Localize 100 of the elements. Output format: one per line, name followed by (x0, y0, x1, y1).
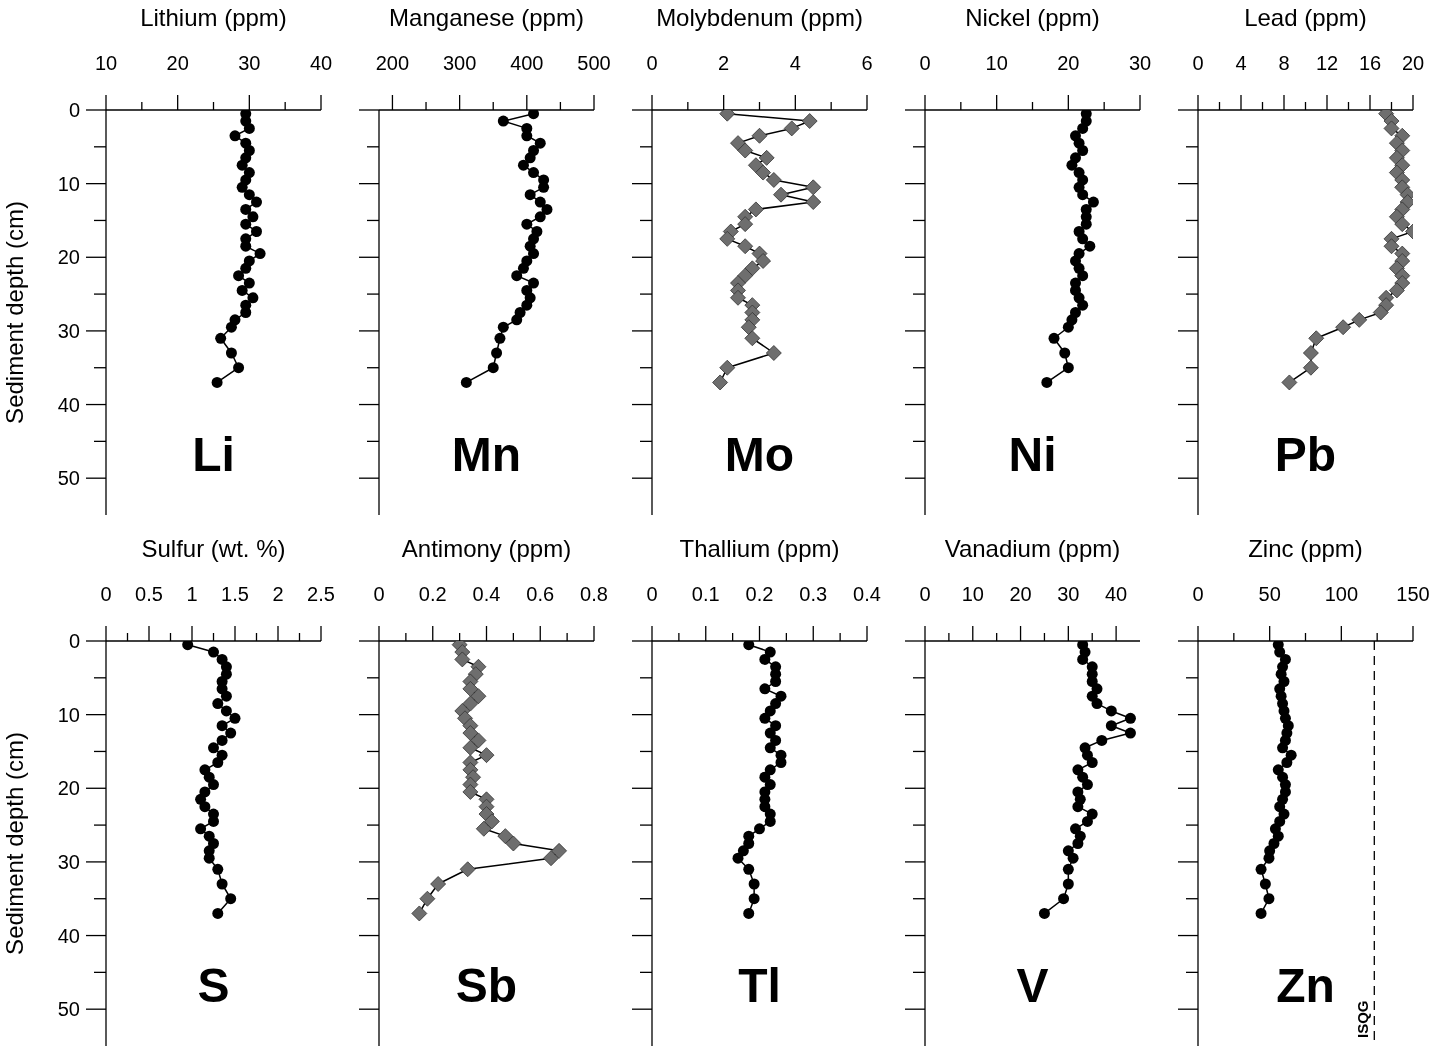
chart-title: Thallium (ppm) (678, 535, 841, 563)
point (212, 698, 224, 710)
y-tick-label: 20 (57, 246, 80, 269)
point (765, 172, 782, 188)
point (1335, 319, 1352, 336)
point (1372, 304, 1389, 321)
point (755, 253, 771, 269)
point (240, 203, 252, 215)
point (743, 863, 755, 875)
x-tick-label: 30 (1128, 52, 1152, 74)
point (528, 167, 540, 179)
x-tick-label: 0.1 (691, 583, 720, 605)
point (1077, 270, 1089, 282)
point (478, 747, 495, 764)
point (737, 216, 754, 233)
point (215, 332, 227, 344)
point (1281, 757, 1293, 768)
point (254, 248, 266, 260)
point (419, 890, 436, 907)
point (460, 376, 472, 388)
point (754, 823, 765, 835)
point (744, 260, 761, 277)
point (225, 321, 237, 333)
y-tick-label: 10 (57, 703, 80, 726)
annotation: Zn (1276, 959, 1335, 1012)
chart-title: Nickel (ppm) (964, 4, 1101, 32)
y-tick-label: 0 (68, 99, 80, 121)
point (511, 314, 523, 326)
x-tick-label: 400 (510, 52, 544, 74)
point (748, 201, 764, 218)
point (764, 779, 776, 791)
point (1067, 852, 1079, 864)
point (195, 823, 207, 835)
point (1048, 332, 1060, 344)
point (551, 842, 567, 859)
point (497, 321, 509, 333)
point (208, 779, 219, 791)
point (462, 680, 479, 697)
point (216, 734, 228, 746)
point (743, 907, 755, 919)
point (462, 695, 479, 712)
point (1077, 122, 1089, 134)
x-tick-label: 12 (1315, 52, 1339, 74)
point (755, 164, 771, 181)
x-tick-label: 2 (718, 52, 730, 74)
point (534, 211, 546, 223)
x-tick-label: 1 (186, 583, 198, 605)
y-axis-title: Sediment depth (cm) (0, 732, 28, 955)
point (770, 676, 782, 687)
point (1041, 376, 1053, 388)
chart-title: Manganese (ppm) (388, 4, 585, 32)
x-tick-label: 500 (577, 52, 611, 74)
x-tick-label: 0.4 (472, 583, 501, 605)
point (1072, 801, 1084, 813)
point (770, 734, 782, 746)
x-tick-label: 40 (1104, 583, 1128, 605)
point (212, 907, 224, 919)
point (1124, 727, 1136, 739)
point (1059, 347, 1071, 359)
point (1255, 907, 1267, 919)
point (216, 720, 228, 732)
point (505, 835, 522, 852)
point (1383, 238, 1400, 255)
point (719, 230, 736, 247)
point (1077, 145, 1089, 156)
point (1062, 863, 1074, 875)
point (759, 683, 771, 695)
x-tick-label: 0.3 (799, 583, 828, 605)
x-tick-label: 20 (1009, 583, 1032, 605)
point (805, 194, 822, 210)
point (236, 181, 248, 193)
point (751, 127, 768, 144)
point (1308, 330, 1325, 347)
point (1084, 240, 1096, 252)
chart-title: Sulfur (wt. %) (140, 535, 287, 563)
annotation: Sb (454, 958, 519, 1013)
point (534, 137, 546, 149)
x-tick-label: 0.8 (580, 583, 608, 605)
point (1058, 893, 1070, 905)
x-tick-label: 4 (789, 52, 801, 74)
point (712, 374, 728, 391)
point (1394, 216, 1411, 233)
annotation: Li (191, 427, 236, 482)
point (1105, 720, 1117, 732)
x-tick-label: 0 (646, 583, 658, 605)
annotation: V (1015, 958, 1050, 1013)
point (521, 218, 533, 230)
point (411, 905, 428, 922)
x-tick-label: 6 (861, 52, 873, 74)
point (1259, 878, 1271, 890)
point (1383, 120, 1400, 137)
point (765, 345, 782, 361)
y-tick-label: 30 (57, 319, 80, 342)
point (732, 852, 744, 864)
x-tick-label: 200 (375, 52, 410, 74)
point (1105, 705, 1117, 717)
point (491, 347, 503, 359)
point (251, 226, 262, 237)
x-tick-label: 50 (1258, 583, 1281, 605)
x-tick-label: 0 (1192, 583, 1204, 605)
